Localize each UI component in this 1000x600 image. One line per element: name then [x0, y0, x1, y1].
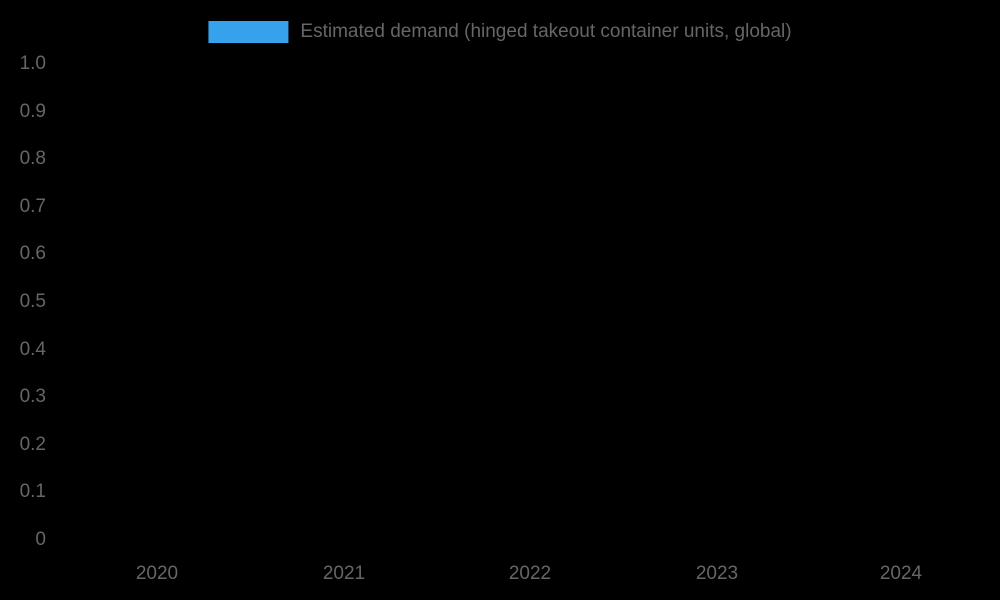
y-tick-label: 1.0	[19, 53, 46, 74]
legend-item[interactable]: Estimated demand (hinged takeout contain…	[208, 20, 792, 44]
x-tick-label: 2021	[322, 563, 366, 584]
plot-area	[60, 64, 996, 540]
x-tick-label: 2023	[695, 563, 739, 584]
legend-swatch	[208, 21, 289, 43]
y-tick-label: 0.9	[19, 101, 46, 122]
y-tick-label: 0.8	[19, 148, 46, 169]
y-tick-label: 0.7	[19, 196, 46, 217]
y-tick-label: 0.5	[19, 291, 46, 312]
y-tick-label: 0.4	[19, 339, 46, 360]
y-tick-label: 0.1	[19, 481, 46, 502]
legend-label: Estimated demand (hinged takeout contain…	[300, 21, 792, 42]
x-tick-label: 2024	[879, 563, 923, 584]
y-axis: 1.0 0.9 0.8 0.7 0.6 0.5 0.4 0.3 0.2 0.1 …	[0, 0, 46, 600]
x-tick-label: 2022	[508, 563, 552, 584]
y-tick-label: 0	[35, 529, 46, 550]
y-tick-label: 0.3	[19, 386, 46, 407]
y-tick-label: 0.2	[19, 434, 46, 455]
y-tick-label: 0.6	[19, 243, 46, 264]
x-tick-label: 2020	[135, 563, 179, 584]
